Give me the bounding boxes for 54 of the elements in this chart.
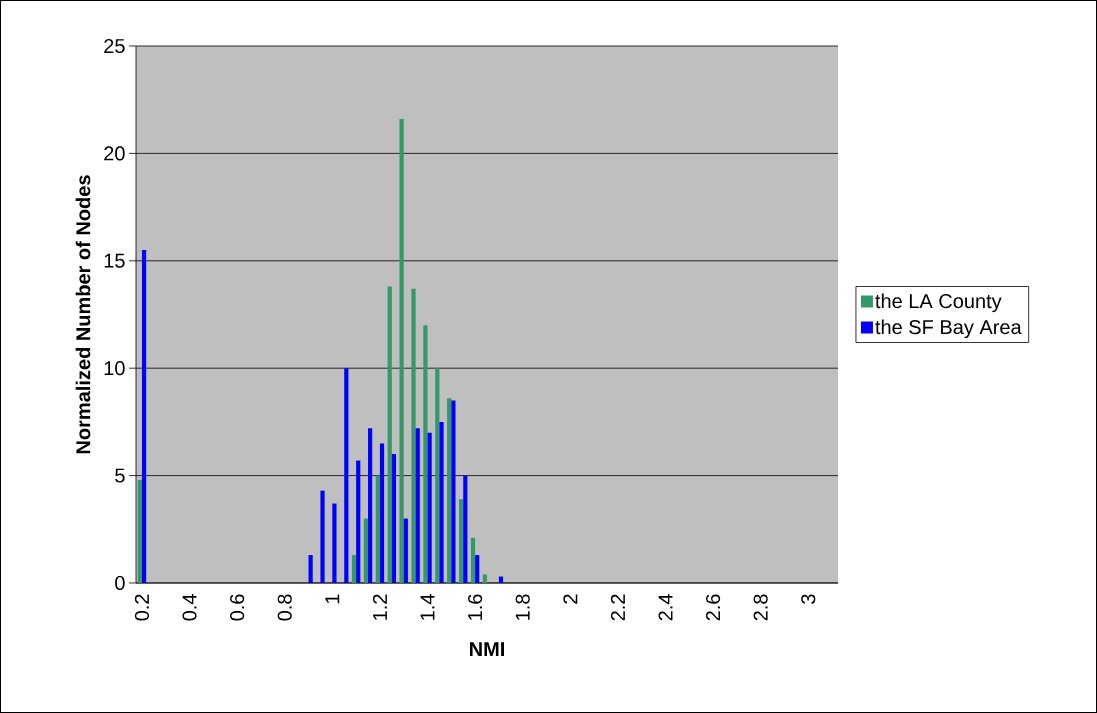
x-tick-label: 0.2 [134, 594, 150, 621]
bar [459, 499, 464, 583]
x-tick-label: 1.8 [515, 594, 530, 620]
x-tick-label: 3 [801, 594, 816, 604]
x-tick-label: 1.6 [468, 594, 483, 620]
legend-label: the LA County [875, 293, 1002, 313]
legend-label: the SF Bay Area [875, 319, 1022, 339]
x-tick-label: 1 [325, 594, 340, 604]
x-tick-label: 1.4 [420, 594, 435, 620]
bar [439, 421, 444, 583]
bar [391, 454, 397, 583]
bar [344, 368, 349, 583]
y-axis-title: Normalized Number of Nodes [75, 175, 91, 454]
bar [475, 555, 480, 583]
y-tick-label: 15 [104, 253, 125, 268]
bar [451, 400, 456, 583]
x-tick-label: 2.8 [753, 594, 768, 621]
x-tick-label: 2 [563, 594, 578, 604]
x-tick-label: 2.4 [658, 594, 673, 621]
bar [403, 518, 408, 583]
bar [375, 475, 380, 583]
x-tick-label: 2.6 [706, 594, 721, 621]
y-tick-label: 20 [104, 146, 125, 161]
bar [482, 574, 487, 583]
bar [368, 428, 373, 583]
x-axis-title: NMI [470, 642, 504, 656]
bar [141, 250, 147, 583]
bar [411, 288, 416, 583]
bar [427, 432, 432, 583]
x-tick-label: 0.4 [182, 594, 197, 621]
bar [399, 119, 404, 583]
x-tick-label: 2.2 [610, 594, 625, 621]
bar [363, 518, 369, 583]
bar [423, 325, 428, 583]
y-tick-label: 0 [115, 575, 125, 591]
y-tick-label: 5 [115, 468, 125, 483]
bar [351, 555, 357, 583]
bar [356, 460, 361, 583]
x-tick-label: 0.8 [277, 594, 292, 621]
bar [308, 555, 313, 583]
bar [447, 398, 452, 583]
bar [332, 503, 337, 583]
x-tick-label: 0.6 [230, 594, 245, 621]
y-tick-label: 25 [104, 38, 125, 54]
bar [415, 428, 420, 583]
y-tick-label: 10 [104, 361, 125, 376]
bar [470, 537, 476, 583]
x-tick-label: 1.2 [372, 594, 387, 620]
bar [320, 490, 325, 583]
bar [435, 368, 440, 583]
bar [463, 475, 468, 583]
bar [379, 443, 385, 583]
bar [137, 479, 142, 583]
bar [387, 286, 392, 583]
